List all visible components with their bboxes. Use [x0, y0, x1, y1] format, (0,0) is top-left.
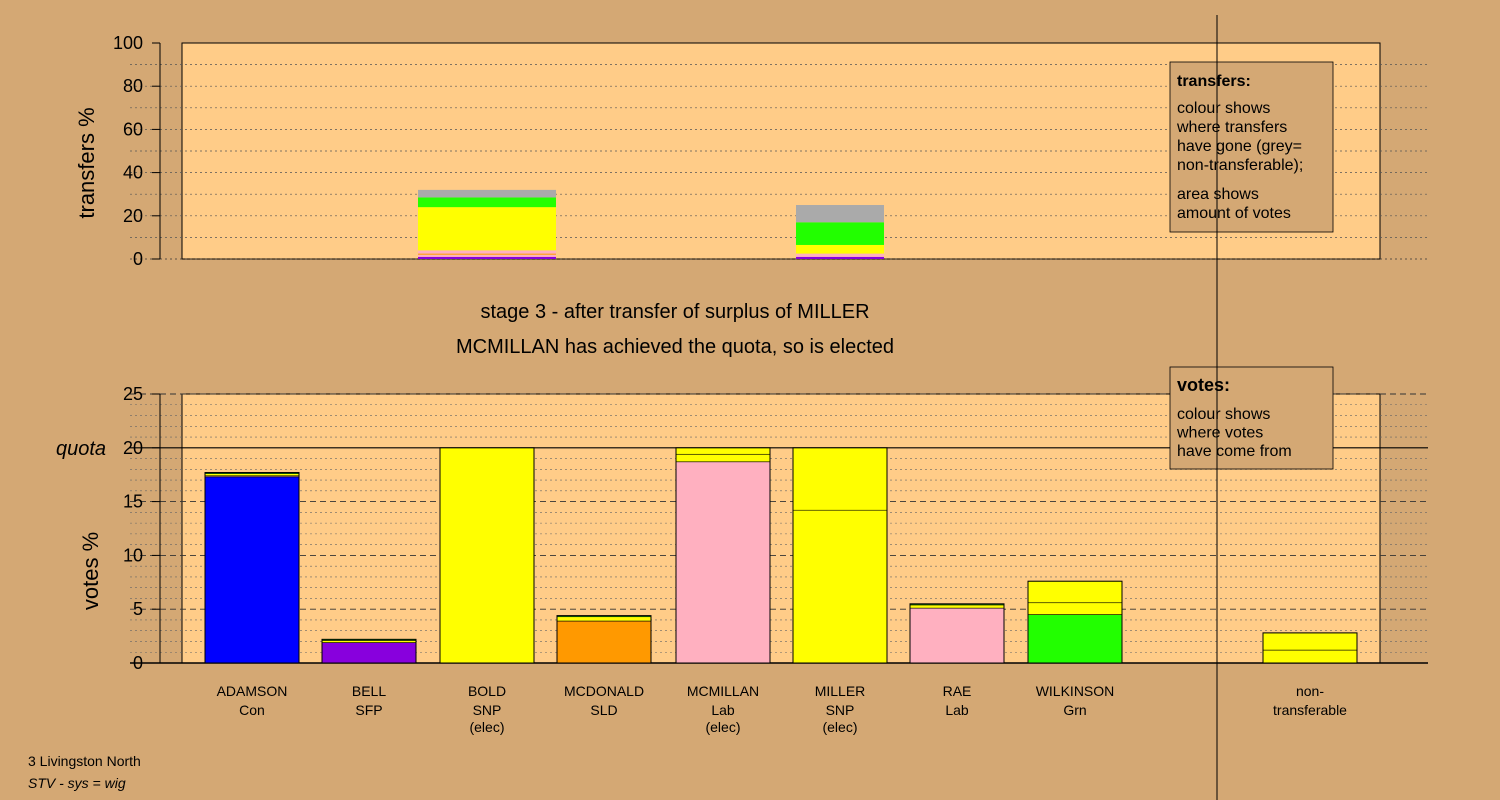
transfers-legend-text: non-transferable); — [1177, 157, 1303, 174]
candidate-name-label: BOLD — [468, 683, 506, 699]
bar-adamson-segment — [204, 476, 300, 664]
votes-y-axis-label: votes % — [78, 532, 103, 610]
bar-non-transferable-bar — [1262, 632, 1358, 664]
transfers-y-tick-label: 0 — [133, 249, 143, 269]
bar-bell-segment — [321, 640, 417, 643]
transfers-y-tick-label: 60 — [123, 119, 143, 139]
bar-wilkinson-bar — [1027, 580, 1123, 664]
votes-y-tick-label: 10 — [123, 545, 143, 565]
candidate-name-label: MCMILLAN — [687, 683, 759, 699]
transfers-y-axis-label: transfers % — [74, 107, 99, 218]
candidate-party-label: Lab — [711, 702, 735, 718]
candidate-name-label: RAE — [943, 683, 972, 699]
bar-bold-segment — [439, 447, 535, 664]
candidate-party-label: Con — [239, 702, 265, 718]
votes-legend-box — [1169, 366, 1334, 470]
transfers-chart: 0 20 40 60 80 100 transfers % transfers: colour … — [74, 33, 1428, 269]
bar-rae-segment — [909, 604, 1005, 609]
bar-mcmillan-segment — [675, 447, 771, 455]
candidate-elected-label: (elec) — [705, 719, 740, 735]
stage-title: stage 3 - after transfer of surplus of M… — [480, 301, 869, 323]
transfers-y-tick-label: 80 — [123, 76, 143, 96]
bar-wilkinson-segment — [1027, 580, 1123, 604]
transfers-legend-box — [1169, 61, 1334, 233]
candidate-party-label: SNP — [826, 702, 855, 718]
transfers-y-tick-label: 40 — [123, 163, 143, 183]
transfer-segment-miller — [796, 253, 884, 257]
candidate-name-label: BELL — [352, 683, 386, 699]
non-transferable-label: non- — [1296, 683, 1324, 699]
bar-non-transferable-segment — [1262, 632, 1358, 651]
votes-legend-text: where votes — [1176, 425, 1263, 442]
bar-mcmillan-bar — [675, 447, 771, 664]
transfer-segment-miller — [796, 222, 884, 245]
candidate-elected-label: (elec) — [822, 719, 857, 735]
votes-legend-text: have come from — [1177, 443, 1292, 460]
transfer-segment-bold — [418, 189, 556, 198]
bar-rae-bar — [909, 603, 1005, 664]
transfers-legend-text: have gone (grey= — [1177, 138, 1302, 155]
bar-bell-bar — [321, 638, 417, 664]
bar-miller-bar — [792, 447, 888, 664]
candidate-party-label: Grn — [1063, 702, 1086, 718]
candidate-party-label: SNP — [473, 702, 502, 718]
transfer-segment-miller — [796, 244, 884, 254]
transfer-segment-bold — [418, 197, 556, 208]
quota-label: quota — [56, 438, 106, 460]
footer-system: STV - sys = wig — [28, 775, 126, 791]
bar-mcdonald-bar — [556, 615, 652, 664]
transfer-segment-bold — [418, 207, 556, 251]
candidate-name-label: MILLER — [815, 683, 866, 699]
bar-bold-bar — [439, 447, 535, 664]
bar-rae-segment — [909, 607, 1005, 664]
bar-bell-segment — [321, 642, 417, 664]
transfers-legend-text: where transfers — [1176, 119, 1287, 136]
transfer-segment-bold — [418, 250, 556, 254]
transfer-segment-bold — [418, 254, 556, 257]
bar-mcmillan-segment — [675, 461, 771, 664]
transfer-segment-bold — [418, 256, 556, 259]
transfers-legend-text: amount of votes — [1177, 205, 1291, 222]
candidate-name-label: ADAMSON — [217, 683, 288, 699]
transfer-segment-miller — [796, 205, 884, 223]
bar-adamson-bar — [204, 472, 300, 664]
transfer-segment-bold — [418, 253, 556, 255]
stage-subtitle: MCMILLAN has achieved the quota, so is e… — [456, 336, 894, 358]
bar-mcdonald-segment — [556, 616, 652, 622]
votes-chart: 0 5 10 15 20 25 quota votes % ADAMSON Con BELL SFP B… — [56, 366, 1428, 735]
transfer-segment-miller — [796, 256, 884, 259]
bar-mcmillan-segment — [675, 453, 771, 463]
bar-miller-segment — [792, 509, 888, 664]
votes-legend-text: colour shows — [1177, 406, 1270, 423]
candidate-name-label: MCDONALD — [564, 683, 644, 699]
votes-y-tick-label: 20 — [123, 438, 143, 458]
bar-mcdonald-segment — [556, 620, 652, 664]
bar-adamson-segment — [204, 473, 300, 477]
candidate-party-label: SFP — [355, 702, 382, 718]
bar-non-transferable-segment — [1262, 649, 1358, 664]
transfers-legend-title: transfers: — [1177, 73, 1251, 90]
bar-miller-segment — [792, 447, 888, 511]
candidate-party-label: Lab — [945, 702, 969, 718]
votes-legend-title: votes: — [1177, 375, 1230, 395]
transfers-y-tick-label: 100 — [113, 33, 143, 53]
transfers-legend-text: colour shows — [1177, 100, 1270, 117]
bar-wilkinson-segment — [1027, 614, 1123, 664]
candidate-elected-label: (elec) — [469, 719, 504, 735]
votes-y-tick-label: 25 — [123, 384, 143, 404]
bar-wilkinson-segment — [1027, 602, 1123, 615]
votes-y-tick-label: 15 — [123, 492, 143, 512]
candidate-party-label: SLD — [590, 702, 617, 718]
transfers-y-tick-label: 20 — [123, 206, 143, 226]
votes-y-tick-label: 0 — [133, 653, 143, 673]
footer-constituency: 3 Livingston North — [28, 753, 141, 769]
transfers-legend-text: area shows — [1177, 186, 1259, 203]
non-transferable-label: transferable — [1273, 702, 1347, 718]
candidate-name-label: WILKINSON — [1036, 683, 1115, 699]
votes-y-tick-label: 5 — [133, 599, 143, 619]
